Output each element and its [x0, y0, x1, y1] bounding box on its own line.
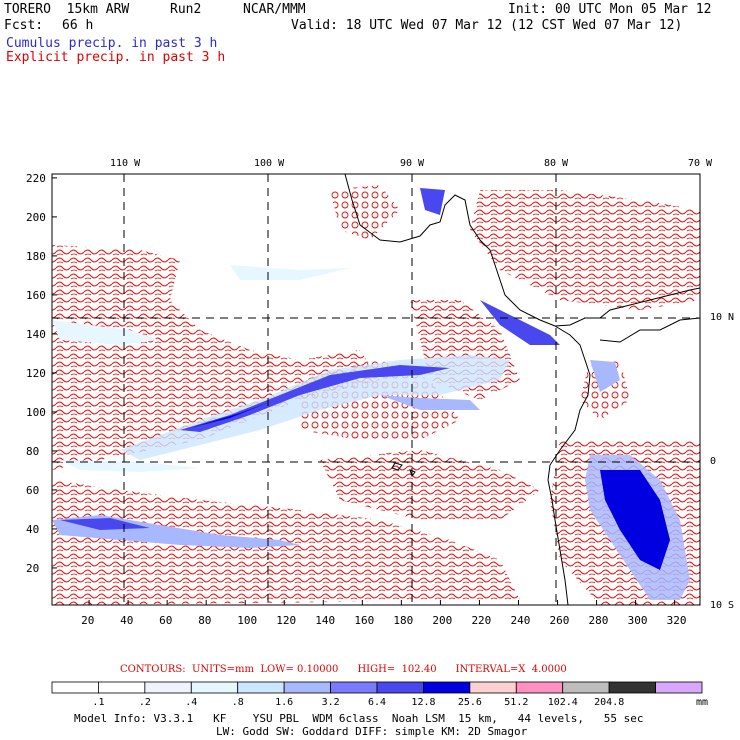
x-tick-label: 60 [159, 614, 173, 627]
colorbar-unit: mm [696, 697, 709, 708]
lon-label-110w: 110 W [110, 158, 141, 169]
colorbar-swatch [144, 681, 192, 694]
lat-label-10n: 10 N [710, 312, 735, 323]
y-tick-label: 20 [26, 561, 40, 575]
x-tick-label: 260 [549, 614, 570, 627]
y-tick-label: 80 [26, 444, 40, 458]
colorbar-label: 6.4 [368, 697, 387, 708]
field-cumulus-title: Cumulus precip. in past 3 h [6, 36, 218, 51]
x-tick-label: 280 [588, 614, 609, 627]
x-tick-label: 80 [198, 614, 212, 627]
y-tick-label: 160 [26, 288, 46, 302]
lon-label-70w: 70 W [688, 158, 713, 169]
colorbar-label: .4 [185, 697, 198, 708]
colorbar-swatch [608, 681, 656, 694]
x-tick-label: 200 [432, 614, 453, 627]
colorbar-swatch [423, 681, 471, 694]
colorbar-swatch [98, 681, 146, 694]
contours-info: CONTOURS: UNITS=mm LOW= 0.10000 HIGH= 10… [120, 664, 567, 675]
x-tick-label: 180 [393, 614, 414, 627]
map-frame [51, 173, 701, 606]
lon-label-80w: 80 W [544, 158, 569, 169]
y-tick-label: 100 [26, 405, 46, 419]
colorbar-label: 204.8 [594, 697, 625, 708]
x-tick-label: 240 [510, 614, 531, 627]
y-tick-label: 60 [26, 483, 40, 497]
y-tick-label: 200 [26, 210, 46, 224]
field-explicit-title: Explicit precip. in past 3 h [6, 50, 226, 65]
colorbar-label: 3.2 [321, 697, 340, 708]
colorbar-swatch [562, 681, 610, 694]
y-tick-label: 220 [26, 171, 46, 185]
colorbar-label: 1.6 [275, 697, 294, 708]
colorbar-label: .2 [138, 697, 151, 708]
lon-label-90w: 90 W [400, 158, 425, 169]
run-label: Run2 [170, 2, 202, 17]
lat-label-10s: 10 S [710, 600, 735, 611]
model-title: TORERO 15km ARW [4, 2, 130, 17]
physics-info: LW: Godd SW: Goddard DIFF: simple KM: 2D… [216, 725, 528, 738]
y-tick-label: 40 [26, 522, 40, 536]
colorbar [51, 681, 703, 694]
y-tick-label: 120 [26, 366, 46, 380]
forecast-hours: 66 h [62, 18, 94, 33]
colorbar-label: .1 [92, 697, 105, 708]
x-tick-label: 120 [276, 614, 297, 627]
colorbar-swatch [655, 681, 703, 694]
x-tick-label: 100 [237, 614, 258, 627]
x-tick-label: 140 [315, 614, 336, 627]
colorbar-swatch [469, 681, 517, 694]
x-tick-label: 300 [627, 614, 648, 627]
colorbar-swatch [51, 681, 99, 694]
x-tick-label: 220 [471, 614, 492, 627]
y-tick-label: 180 [26, 249, 46, 263]
colorbar-swatch [376, 681, 424, 694]
y-tick-label: 140 [26, 327, 46, 341]
x-tick-label: 20 [81, 614, 95, 627]
colorbar-swatch [330, 681, 378, 694]
forecast-label: Fcst: [4, 18, 44, 33]
coastlines [344, 174, 700, 605]
axis-ticks [52, 177, 676, 605]
x-tick-label: 320 [666, 614, 687, 627]
colorbar-swatch [515, 681, 564, 694]
init-time: Init: 00 UTC Mon 05 Mar 12 [508, 2, 712, 17]
colorbar-swatch [283, 681, 331, 694]
valid-time: Valid: 18 UTC Wed 07 Mar 12 (12 CST Wed … [291, 18, 683, 33]
center-label: NCAR/MMM [243, 2, 306, 17]
colorbar-label: 25.6 [457, 697, 482, 708]
x-tick-label: 160 [354, 614, 375, 627]
colorbar-label: 102.4 [547, 697, 578, 708]
model-info: Model Info: V3.3.1 KF YSU PBL WDM 6class… [74, 712, 644, 725]
lon-label-100w: 100 W [254, 158, 285, 169]
colorbar-label: .8 [231, 697, 244, 708]
cumulus-precip-shading [52, 188, 690, 600]
lat-label-0: 0 [710, 456, 717, 467]
colorbar-label: 12.8 [411, 697, 436, 708]
colorbar-swatch [237, 681, 285, 694]
latlon-grid [52, 174, 700, 605]
x-tick-label: 40 [120, 614, 134, 627]
colorbar-swatch [190, 681, 239, 694]
colorbar-label: 51.2 [504, 697, 529, 708]
